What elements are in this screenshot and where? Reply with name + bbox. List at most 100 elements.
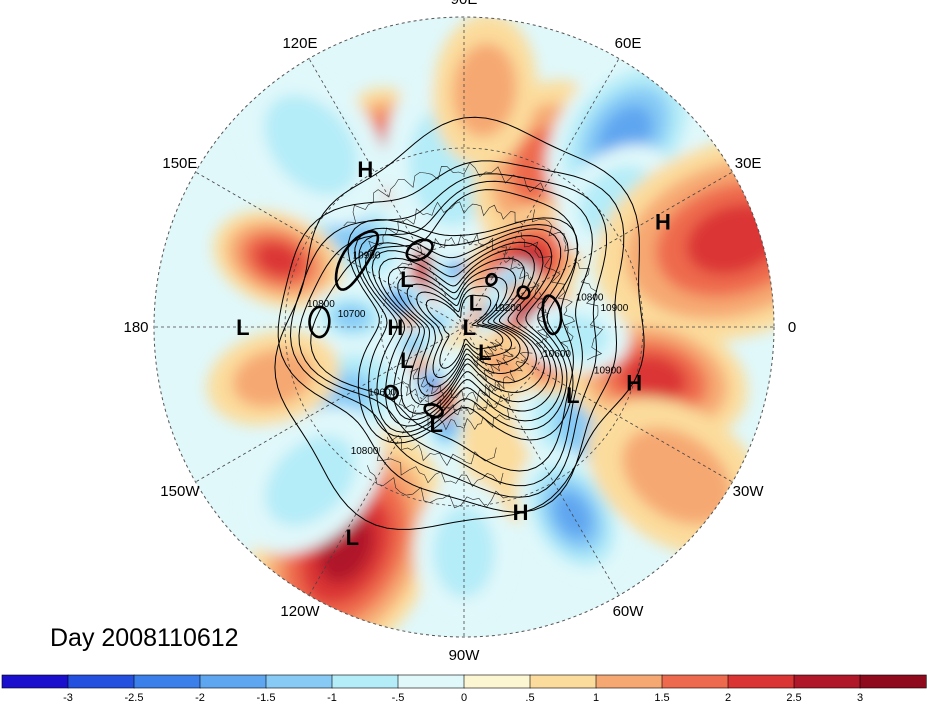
meridian-line [463,326,620,596]
high-pressure-label: H [655,209,671,234]
contour-label: 10900 [600,303,628,314]
longitude-labels: 90E 60E 30E 0 30W 60W 90W 120W 150W 180 150E 120E [123,0,796,664]
colorbar-tick-label: -2.5 [125,692,144,702]
colorbar-swatch [133,674,201,689]
colorbar-swatch [67,674,135,689]
colorbar-swatch [1,674,69,689]
low-pressure-label: L [236,315,249,340]
height-contour [371,241,551,421]
low-pressure-label: L [463,315,476,340]
coastline [366,465,510,509]
anomaly-blob [621,427,733,525]
height-contour [310,189,578,472]
colorbar-tick-label: 1 [593,692,599,702]
meridian-line [463,326,733,483]
low-pressure-label: L [566,383,579,408]
height-contour [354,223,569,438]
jet-streak-contours [308,229,563,419]
anomaly-blob [232,348,314,408]
longitude-label: 150W [160,483,200,500]
longitude-label: 60E [615,35,642,52]
coastline [388,389,521,431]
meridian-line [308,326,465,596]
anomaly-blob [441,396,450,408]
longitude-label: 30W [733,483,765,500]
colorbar-swatch [793,674,861,689]
anomaly-blob [264,94,358,195]
height-contour [277,160,625,513]
contour-label: 10700 [338,309,366,320]
low-pressure-label: L [469,290,482,315]
jet-streak [334,229,380,291]
jet-streak [485,272,498,287]
colorbar-tick-label: -.5 [392,692,405,702]
height-contour [358,228,563,433]
height-contour [289,173,608,498]
anomaly-blob [622,354,688,402]
contour-label: 10900 [594,366,622,377]
jet-streak [405,238,434,262]
colorbar-tick-label: 3 [857,692,863,702]
colorbar-tick-label: 0 [461,692,467,702]
contour-label: 10200 [494,303,522,314]
coastline [376,447,504,487]
longitude-label: 180 [123,319,148,336]
coastline [471,339,503,367]
colorbar-tick-label: .5 [525,692,534,702]
low-pressure-label: L [400,348,413,373]
day-title: Day 2008110612 [50,624,239,652]
coastline [368,201,524,250]
contour-label: 10800 [576,292,604,303]
colorbar-tick-label: -3 [63,692,73,702]
low-pressure-label: L [478,340,491,365]
longitude-label: 120E [282,35,317,52]
colorbar-tick-label: 2.5 [786,692,801,702]
colorbar-swatch [331,674,399,689]
contour-label: 10600 [543,349,571,360]
height-contour [425,294,504,369]
anomaly-blob [433,507,495,598]
jet-streak [383,384,400,401]
height-contour [397,267,529,397]
contour-label: 10900 [353,251,381,262]
anomaly-blob [265,435,356,526]
colorbar-swatch [595,674,663,689]
coastline [343,162,544,227]
colorbar-tick-label: -1 [327,692,337,702]
jet-streak [541,294,563,336]
anomaly-blob [255,242,302,277]
contour-label: 10600 [368,388,396,399]
colorbar-swatch [463,674,531,689]
height-contour [274,116,645,530]
colorbar-tick-label: -1.5 [257,692,276,702]
colorbar: -3 -2.5 -2 -1.5 -1 -.5 0 .5 1 1.5 2 2.5 3 [1,674,927,702]
meridian-line [195,171,465,328]
colorbar-tick-label: 2 [725,692,731,702]
coastline [481,352,533,397]
height-contour [347,217,579,444]
coastline [503,255,550,348]
height-contours [274,116,645,530]
longitude-label: 150E [162,155,197,172]
polar-map-disk [153,16,775,638]
longitude-label: 0 [788,319,796,336]
longitude-label: 90W [449,647,481,664]
colorbar-swatch [199,674,267,689]
low-pressure-label: L [429,412,442,437]
colorbar-swatch [859,674,927,689]
colorbar-tick-label: -2 [195,692,205,702]
longitude-label: 60W [613,603,645,620]
high-pressure-label: H [513,500,529,525]
high-pressure-label: H [626,370,642,395]
jet-streak [423,402,444,419]
contour-labels: 1090010800107001060010800102001080010900… [307,251,629,458]
high-pressure-label: H [387,315,403,340]
jet-streak [308,305,331,339]
jet-streak [516,285,531,300]
height-contour [387,257,538,406]
longitude-label: 30E [735,155,762,172]
high-pressure-label: H [357,157,373,182]
contour-label: 10800 [307,299,335,310]
